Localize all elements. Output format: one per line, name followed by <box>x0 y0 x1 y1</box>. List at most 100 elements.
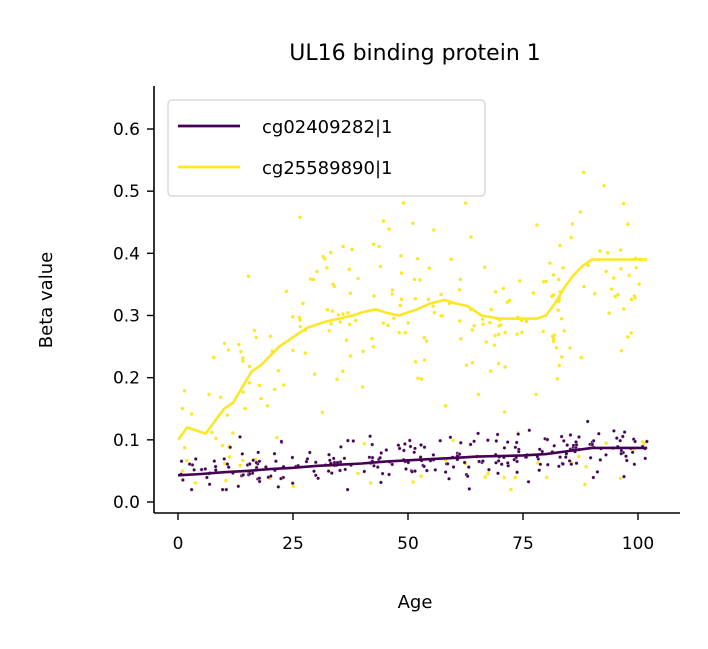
data-point <box>458 319 462 323</box>
data-point <box>527 428 532 433</box>
data-point <box>238 463 242 468</box>
data-point <box>203 467 208 471</box>
data-point <box>351 439 356 443</box>
data-point <box>407 438 412 443</box>
data-point <box>298 324 302 329</box>
data-point <box>488 369 493 373</box>
data-point <box>561 462 565 466</box>
data-point <box>577 454 581 459</box>
legend-label-series-1: cg02409282|1 <box>262 117 392 138</box>
data-point <box>273 387 277 392</box>
data-point <box>516 432 521 436</box>
data-point <box>320 410 325 415</box>
trend-line-series-2 <box>176 258 648 441</box>
data-point <box>298 215 302 219</box>
data-point <box>392 316 396 320</box>
data-point <box>180 469 185 473</box>
data-point <box>179 459 184 464</box>
data-point <box>552 443 557 448</box>
data-point <box>370 455 375 460</box>
data-point <box>582 284 586 289</box>
data-point <box>398 303 402 308</box>
data-point <box>212 459 217 463</box>
y-tick-label: 0.1 <box>113 431 140 451</box>
data-point <box>483 265 487 269</box>
data-point <box>633 439 637 444</box>
data-point <box>236 484 241 489</box>
data-point <box>228 445 233 450</box>
legend: cg02409282|1 cg25589890|1 <box>167 99 486 197</box>
data-point <box>618 438 623 443</box>
data-point <box>613 294 617 299</box>
data-point <box>609 287 614 291</box>
data-point <box>503 330 507 335</box>
data-point <box>348 291 352 295</box>
data-point <box>411 221 415 225</box>
data-point <box>431 304 435 308</box>
data-point <box>341 244 345 249</box>
data-point <box>276 485 281 489</box>
data-point <box>327 458 332 463</box>
data-point <box>626 335 630 339</box>
data-point <box>190 412 194 416</box>
data-point <box>593 291 597 296</box>
data-point <box>568 346 572 350</box>
data-point <box>457 288 462 292</box>
data-point <box>458 440 463 445</box>
data-point <box>378 264 383 269</box>
data-point <box>424 339 429 343</box>
data-point <box>524 319 529 324</box>
data-point <box>626 222 630 226</box>
data-point <box>185 458 189 463</box>
data-point <box>321 254 325 259</box>
data-point <box>535 223 539 227</box>
data-point <box>247 381 252 385</box>
data-point <box>484 340 488 344</box>
data-point <box>465 474 470 479</box>
data-point <box>290 481 295 486</box>
data-point <box>375 465 380 469</box>
data-point <box>418 278 422 282</box>
data-point <box>505 461 510 465</box>
data-point <box>231 431 235 435</box>
data-point <box>425 468 429 473</box>
data-point <box>515 459 519 464</box>
data-point <box>569 235 573 240</box>
data-point <box>193 481 198 485</box>
data-point <box>371 242 376 246</box>
data-point <box>545 437 550 442</box>
data-point <box>534 392 538 397</box>
data-point <box>390 292 394 296</box>
data-point <box>226 348 231 352</box>
data-point <box>619 267 623 271</box>
trend-lines <box>176 258 648 477</box>
data-point <box>377 244 381 249</box>
y-tick-label: 0.2 <box>113 369 140 389</box>
data-point <box>399 297 404 301</box>
data-point <box>311 277 316 282</box>
data-point <box>275 435 279 440</box>
data-point <box>397 446 402 451</box>
data-point <box>313 473 318 478</box>
data-point <box>225 413 229 417</box>
data-point <box>622 474 626 479</box>
data-point <box>584 465 588 469</box>
data-point <box>496 471 500 476</box>
data-point <box>558 243 562 248</box>
data-point <box>372 294 376 298</box>
data-point <box>513 445 518 450</box>
data-point <box>472 439 476 444</box>
data-point <box>514 440 519 445</box>
data-point <box>574 461 579 466</box>
data-point <box>379 480 383 485</box>
data-point <box>488 320 492 325</box>
data-point <box>419 443 423 447</box>
data-point <box>276 369 280 373</box>
data-point <box>606 251 610 255</box>
data-point <box>356 276 360 281</box>
data-point <box>387 227 391 231</box>
data-point <box>468 442 473 447</box>
data-point <box>341 312 345 316</box>
data-point <box>240 452 245 456</box>
data-point <box>545 462 550 467</box>
